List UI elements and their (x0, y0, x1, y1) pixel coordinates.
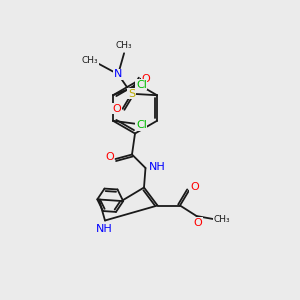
Text: CH₃: CH₃ (116, 41, 132, 50)
Text: CH₃: CH₃ (82, 56, 98, 65)
Text: Cl: Cl (136, 80, 147, 90)
Text: O: O (142, 74, 150, 84)
Text: NH: NH (148, 161, 165, 172)
Text: O: O (105, 152, 114, 163)
Text: NH: NH (96, 224, 113, 234)
Text: O: O (194, 218, 202, 228)
Text: Cl: Cl (136, 120, 147, 130)
Text: CH₃: CH₃ (213, 214, 230, 224)
Text: S: S (128, 89, 135, 99)
Text: O: O (113, 104, 122, 114)
Text: O: O (190, 182, 199, 193)
Text: N: N (114, 69, 122, 79)
